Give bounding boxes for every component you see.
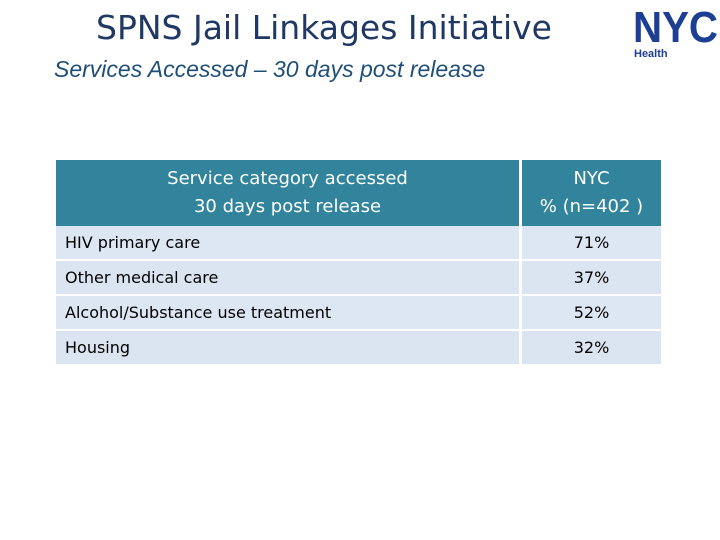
table-row: Other medical care 37% — [56, 261, 661, 296]
header-service-category: Service category accessed 30 days post r… — [56, 160, 522, 226]
nyc-logo-subtext: Health — [634, 48, 668, 60]
svg-text:NYC: NYC — [633, 8, 718, 48]
header-nyc-percent: NYC % (n=402 ) — [522, 160, 661, 226]
row-value: 52% — [522, 296, 661, 331]
row-value: 37% — [522, 261, 661, 296]
nyc-logo-mark: NYC — [633, 8, 718, 48]
table-row: HIV primary care 71% — [56, 226, 661, 261]
row-category: Housing — [56, 331, 522, 366]
table-row: Alcohol/Substance use treatment 52% — [56, 296, 661, 331]
row-category: Other medical care — [56, 261, 522, 296]
row-value: 71% — [522, 226, 661, 261]
page-subtitle: Services Accessed – 30 days post release — [54, 56, 486, 82]
row-category: Alcohol/Substance use treatment — [56, 296, 522, 331]
page-title: SPNS Jail Linkages Initiative — [96, 8, 552, 47]
table-header-row: Service category accessed 30 days post r… — [56, 160, 661, 226]
row-value: 32% — [522, 331, 661, 366]
table-row: Housing 32% — [56, 331, 661, 366]
services-table: Service category accessed 30 days post r… — [56, 160, 661, 366]
row-category: HIV primary care — [56, 226, 522, 261]
nyc-health-logo: NYC — [633, 8, 719, 62]
